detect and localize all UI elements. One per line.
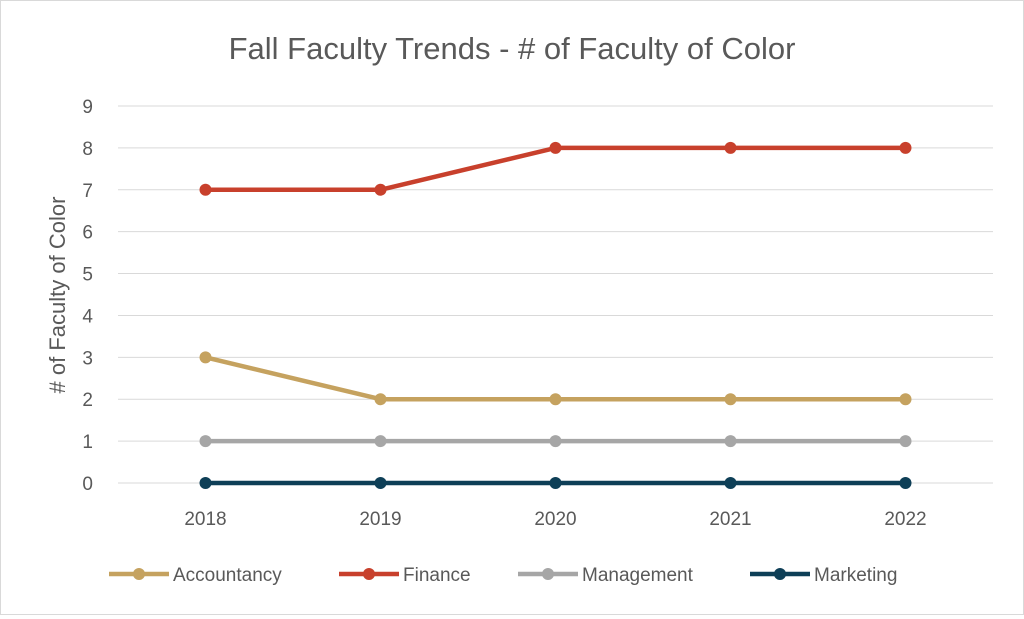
y-tick-label: 8	[82, 139, 93, 160]
series-marketing	[199, 477, 912, 489]
y-tick-label: 2	[82, 390, 93, 411]
data-point-marketing	[549, 477, 562, 489]
data-point-finance	[199, 183, 212, 196]
data-point-management	[549, 435, 562, 448]
data-point-finance	[899, 141, 912, 154]
y-tick-label: 4	[82, 306, 93, 327]
data-point-finance	[374, 183, 387, 196]
data-point-accountancy	[724, 393, 737, 406]
series-accountancy	[199, 351, 912, 406]
legend-label: Management	[582, 565, 694, 586]
data-point-management	[724, 435, 737, 448]
x-tick-label: 2020	[534, 509, 576, 530]
legend: Accountancy Finance Management Marketing	[109, 565, 897, 586]
y-tick-label: 3	[82, 348, 93, 369]
chart-title: Fall Faculty Trends - # of Faculty of Co…	[229, 31, 796, 66]
legend-marker	[774, 568, 786, 580]
series-finance	[199, 141, 912, 196]
legend-marker	[133, 568, 145, 580]
series-line-finance	[205, 145, 906, 193]
legend-label: Finance	[403, 565, 471, 586]
data-point-accountancy	[549, 393, 562, 406]
series-management	[199, 435, 912, 448]
legend-item-marketing: Marketing	[750, 565, 897, 586]
data-point-accountancy	[374, 393, 387, 406]
data-point-marketing	[724, 477, 737, 489]
y-axis-ticks: 0 1 2 3 4 5 6 7 8 9	[82, 97, 93, 495]
x-tick-label: 2018	[184, 509, 226, 530]
data-point-marketing	[199, 477, 212, 489]
x-tick-label: 2022	[884, 509, 926, 530]
data-point-marketing	[899, 477, 912, 489]
legend-marker	[542, 568, 554, 580]
y-tick-label: 1	[82, 432, 93, 453]
legend-label: Marketing	[814, 565, 897, 586]
data-point-accountancy	[199, 351, 212, 364]
y-tick-label: 0	[82, 474, 93, 495]
x-tick-label: 2021	[709, 509, 751, 530]
legend-item-management: Management	[518, 565, 694, 586]
y-tick-label: 5	[82, 265, 93, 286]
data-point-management	[374, 435, 387, 448]
y-axis-label: # of Faculty of Color	[45, 197, 70, 394]
legend-item-accountancy: Accountancy	[109, 565, 282, 586]
legend-label: Accountancy	[173, 565, 282, 586]
data-point-management	[199, 435, 212, 448]
x-tick-label: 2019	[359, 509, 401, 530]
data-point-finance	[724, 141, 737, 154]
data-point-finance	[549, 141, 562, 154]
legend-item-finance: Finance	[339, 565, 471, 586]
x-axis-ticks: 2018 2019 2020 2021 2022	[184, 509, 926, 530]
gridlines	[118, 105, 993, 484]
data-point-management	[899, 435, 912, 448]
y-tick-label: 9	[82, 97, 93, 118]
y-tick-label: 7	[82, 181, 93, 202]
data-point-marketing	[374, 477, 387, 489]
y-tick-label: 6	[82, 223, 93, 244]
series-lines	[199, 141, 912, 489]
series-line-accountancy	[204, 355, 906, 402]
legend-marker	[363, 568, 375, 580]
data-point-accountancy	[899, 393, 912, 406]
